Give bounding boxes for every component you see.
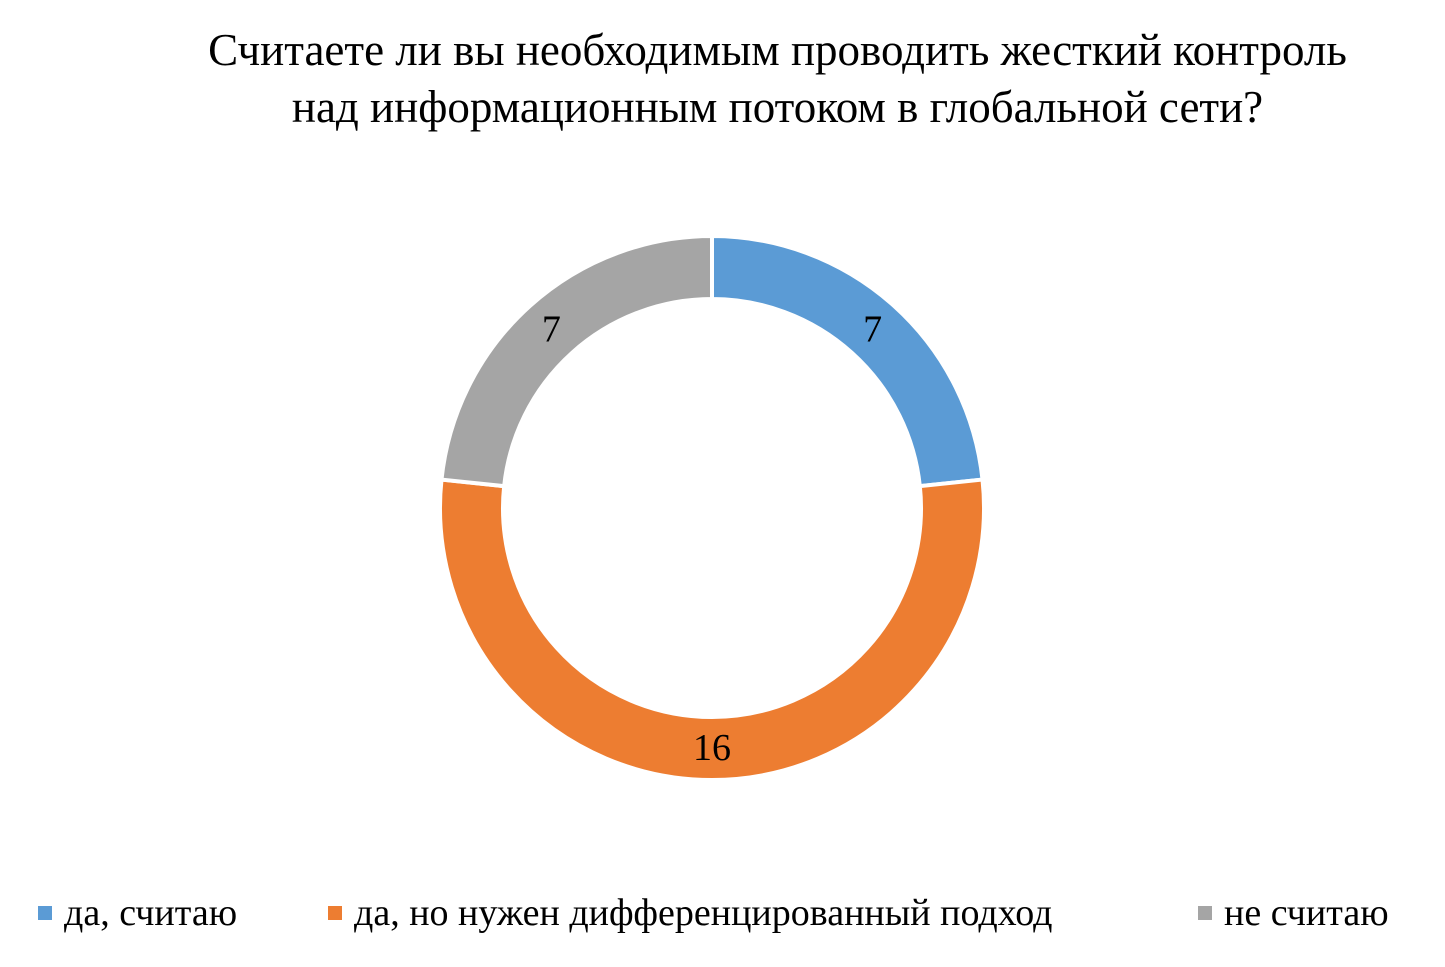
legend-item-ne-schitayu: не считаю	[1198, 888, 1389, 938]
donut-slices	[438, 233, 986, 782]
donut-data-labels: 7 16 7	[542, 309, 882, 769]
legend: да, считаю да, но нужен дифференцированн…	[0, 888, 1445, 938]
chart-title: Считаете ли вы необходимым проводить жес…	[60, 22, 1445, 136]
donut-slice-2	[439, 233, 714, 489]
data-label-1: 16	[693, 727, 731, 769]
legend-item-da-no-differentsirovanny: да, но нужен дифференцированный подход	[328, 888, 1052, 938]
legend-label: не считаю	[1224, 892, 1389, 934]
legend-swatch	[38, 906, 52, 920]
legend-item-da-schitayu: да, считаю	[38, 888, 237, 938]
donut-slice-0	[710, 233, 985, 489]
legend-label: да, считаю	[64, 892, 238, 934]
legend-label: да, но нужен дифференцированный подход	[354, 892, 1053, 934]
donut-slice-1	[438, 477, 986, 782]
chart-title-line-1: Считаете ли вы необходимым проводить жес…	[208, 25, 1347, 75]
data-label-0: 7	[863, 309, 882, 351]
chart-title-line-2: над информационным потоком в глобальной …	[291, 82, 1264, 132]
data-label-2: 7	[542, 309, 561, 351]
legend-swatch	[328, 906, 342, 920]
legend-swatch	[1198, 906, 1212, 920]
